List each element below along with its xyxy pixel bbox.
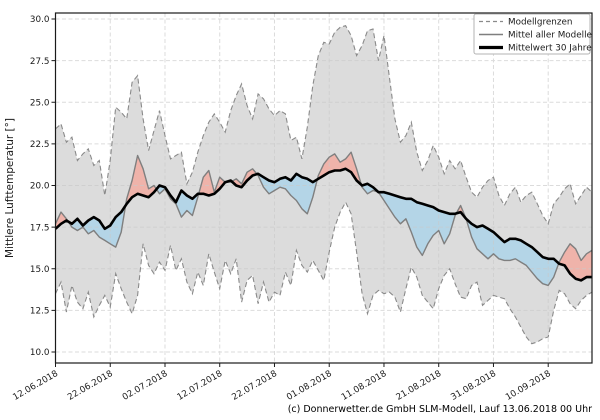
model-range-upper-line	[55, 25, 593, 226]
y-tick-label: 22.5	[30, 140, 50, 150]
legend-box	[473, 13, 591, 55]
x-tick-label: 12.07.2018	[176, 369, 225, 403]
legend-label-ensemble-mean: Mittel aller Modelle	[508, 31, 592, 41]
y-axis-title: Mittlere Lufttemperatur [°]	[4, 118, 16, 258]
legend: Modellgrenzen Mittel aller Modelle Mitte…	[473, 13, 592, 55]
y-tick-label: 10.0	[30, 348, 50, 358]
x-tick-label: 02.07.2018	[121, 369, 170, 403]
ensemble-mean-line	[54, 151, 593, 287]
model-spread-band	[55, 25, 592, 344]
model-range-lower-line	[55, 200, 593, 345]
plot-frame	[54, 12, 593, 364]
x-tick-label: 22.06.2018	[66, 369, 115, 403]
y-tick-label: 17.5	[30, 223, 50, 233]
y-tick-label: 30.0	[30, 15, 50, 25]
y-tick-label: 20.0	[30, 182, 50, 192]
y-tick-label: 12.5	[30, 307, 50, 317]
model-boundaries	[55, 25, 593, 345]
x-tick-label: 21.08.2018	[395, 369, 444, 403]
x-tick-label: 22.07.2018	[230, 369, 279, 403]
x-tick-label: 12.06.2018	[11, 369, 60, 403]
y-tick-label: 25.0	[30, 98, 50, 108]
y-tick-label: 15.0	[30, 265, 50, 275]
mean-lines	[54, 151, 593, 287]
thirty-year-mean-line	[54, 167, 592, 282]
copyright-footer: (c) Donnerwetter.de GmbH SLM-Modell, Lau…	[287, 404, 592, 415]
model-spread-band-group	[55, 25, 592, 344]
grid-lines	[55, 13, 592, 363]
legend-label-30y-mean: Mittelwert 30 Jahre	[508, 44, 592, 54]
x-tick-label: 10.09.2018	[504, 369, 553, 403]
x-tick-label: 31.08.2018	[449, 369, 498, 403]
x-tick-label: 11.08.2018	[340, 369, 389, 403]
x-tick-label: 01.08.2018	[285, 369, 334, 403]
y-tick-label: 27.5	[30, 57, 50, 67]
legend-label-model-range: Modellgrenzen	[508, 18, 572, 28]
